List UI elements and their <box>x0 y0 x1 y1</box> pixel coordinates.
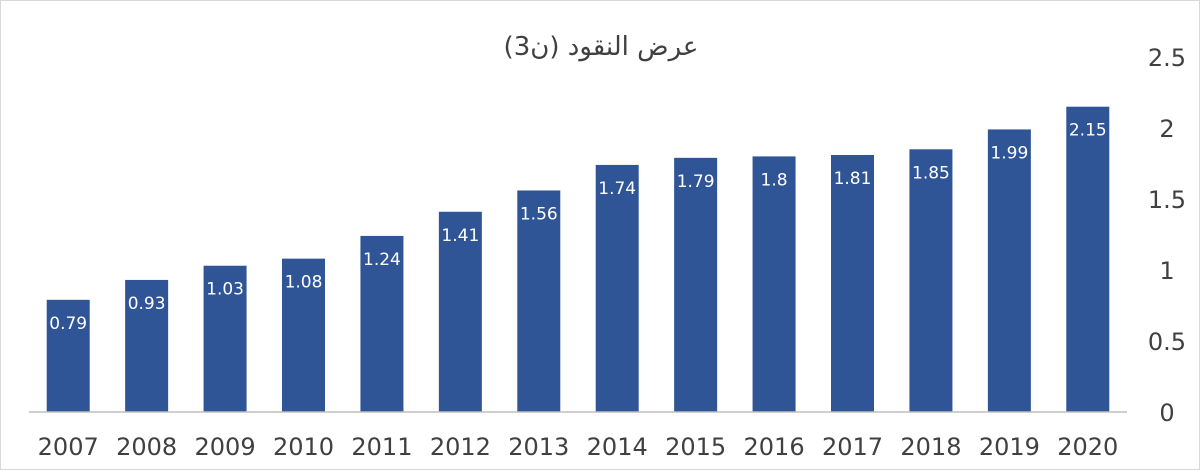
bar-2009 <box>203 265 247 412</box>
bar-2013 <box>517 190 561 412</box>
bar-2014 <box>595 164 639 412</box>
data-label-2009: 1.03 <box>206 280 244 300</box>
y-tick-0.5: 0.5 <box>1148 328 1186 356</box>
y-tick-2: 2 <box>1159 115 1174 143</box>
bar-2019 <box>987 129 1031 413</box>
data-label-2010: 1.08 <box>285 273 323 293</box>
data-label-2014: 1.74 <box>598 179 636 199</box>
data-label-2012: 1.41 <box>441 226 479 246</box>
bar-2018 <box>909 149 953 413</box>
y-tick-2.5: 2.5 <box>1148 44 1186 72</box>
x-tick-2010: 2010 <box>273 433 334 461</box>
y-tick-1.5: 1.5 <box>1148 186 1186 214</box>
x-tick-2019: 2019 <box>979 433 1040 461</box>
y-tick-0: 0 <box>1159 399 1174 427</box>
bars-layer <box>46 106 1110 413</box>
bar-2016 <box>752 156 796 412</box>
bar-2010 <box>282 258 325 412</box>
bar-2008 <box>125 279 169 412</box>
data-label-2011: 1.24 <box>363 250 401 270</box>
x-tick-2017: 2017 <box>822 433 883 461</box>
data-label-2017: 1.81 <box>834 169 872 189</box>
bar-2011 <box>360 235 404 412</box>
x-tick-2009: 2009 <box>195 433 256 461</box>
x-tick-2011: 2011 <box>351 433 412 461</box>
x-tick-2008: 2008 <box>116 433 177 461</box>
data-label-2015: 1.79 <box>677 172 715 192</box>
y-tick-1: 1 <box>1159 257 1174 285</box>
chart-title: عرض النقود (ن3) <box>504 32 699 62</box>
data-label-2018: 1.85 <box>912 163 950 183</box>
bar-2020 <box>1066 106 1110 412</box>
data-label-2016: 1.8 <box>761 170 788 190</box>
bar-2015 <box>674 157 718 412</box>
bar-2012 <box>438 211 482 412</box>
data-label-2007: 0.79 <box>49 314 87 334</box>
data-label-2019: 1.99 <box>990 143 1028 163</box>
x-tick-2020: 2020 <box>1057 433 1118 461</box>
x-tick-2015: 2015 <box>665 433 726 461</box>
x-tick-2018: 2018 <box>900 433 961 461</box>
data-label-2008: 0.93 <box>128 294 166 314</box>
data-label-2013: 1.56 <box>520 204 558 224</box>
y-axis: 0 0.5 1 1.5 2 2.5 <box>1148 44 1186 427</box>
x-tick-2014: 2014 <box>587 433 648 461</box>
data-labels-layer: 0.790.931.03 1.081.241.411.561.74 1.79 1.8 1… <box>49 121 1106 334</box>
data-label-2020: 2.15 <box>1069 121 1107 141</box>
bar-2007 <box>46 299 90 412</box>
x-tick-2013: 2013 <box>508 433 569 461</box>
bar-2017 <box>831 154 874 413</box>
x-axis: 2007 2008 2009 2010 2011 2012 2013 2014 2015 2016… <box>29 411 1127 461</box>
x-tick-2016: 2016 <box>744 433 805 461</box>
x-tick-2012: 2012 <box>430 433 491 461</box>
x-tick-2007: 2007 <box>38 433 99 461</box>
